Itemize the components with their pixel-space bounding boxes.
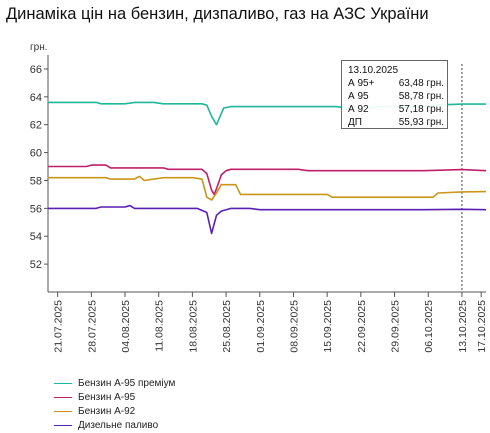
series-line: [48, 164, 487, 196]
tooltip-row: А 95+ 63,48 грн.: [348, 77, 447, 90]
tooltip-fuel-name: А 95+: [348, 78, 375, 89]
x-tick-label: 01.09.2025: [255, 300, 267, 353]
tooltip-fuel-name: А 92: [348, 104, 369, 115]
x-tick-label: 15.09.2025: [322, 300, 334, 353]
tooltip-date: 13.10.2025: [348, 65, 399, 76]
x-tick-label: 25.08.2025: [221, 300, 233, 353]
y-tick-label: 56: [30, 203, 42, 215]
legend-item-a95-premium[interactable]: Бензин А-95 преміум: [54, 376, 175, 390]
x-tick-label: 18.08.2025: [187, 300, 199, 353]
legend-swatch: [54, 382, 72, 384]
legend-swatch: [54, 396, 72, 398]
tooltip-fuel-price: 63,48 грн.: [398, 78, 444, 89]
y-tick-label: 60: [30, 148, 42, 160]
chart-legend: Бензин А-95 преміум Бензин А-95 Бензин А…: [54, 376, 175, 432]
x-tick-label: 04.08.2025: [120, 300, 132, 353]
x-tick-label: 11.08.2025: [154, 300, 166, 352]
x-tick-label: 21.07.2025: [53, 300, 65, 353]
tooltip-fuel-price: 57,18 грн.: [398, 104, 444, 115]
legend-label: Бензин А-95 преміум: [78, 377, 176, 389]
tooltip-fuel-name: ДП: [348, 117, 362, 128]
tooltip-row: А 92 57,18 грн.: [348, 103, 447, 116]
tooltip-fuel-price: 58,78 грн.: [398, 91, 444, 102]
x-tick-label: 29.09.2025: [390, 300, 402, 353]
x-tick-label: 08.09.2025: [288, 300, 300, 353]
y-tick-label: 54: [30, 231, 42, 243]
tooltip-fuel-price: 55,93 грн.: [398, 117, 444, 128]
legend-swatch: [54, 424, 72, 426]
legend-item-diesel[interactable]: Дизельне паливо: [54, 418, 175, 432]
y-tick-label: 66: [30, 64, 42, 76]
y-tick-label: 52: [30, 259, 42, 271]
x-tick-label: 06.10.2025: [423, 300, 435, 353]
x-tick-label: 28.07.2025: [86, 300, 98, 353]
tooltip-row: ДП 55,93 грн.: [348, 116, 447, 129]
y-tick-label: 58: [30, 175, 42, 187]
series-line: [48, 175, 487, 201]
chart-title: Динаміка цін на бензин, дизпаливо, газ н…: [6, 5, 429, 23]
legend-swatch: [54, 410, 72, 412]
x-tick-label: 13.10.2025: [457, 300, 469, 353]
x-tick-label: 17.10.2025: [476, 300, 488, 353]
legend-item-a95[interactable]: Бензин А-95: [54, 390, 175, 404]
legend-label: Бензин А-92: [78, 405, 136, 417]
legend-label: Бензин А-95: [78, 391, 136, 403]
y-tick-label: 64: [30, 92, 42, 104]
legend-item-a92[interactable]: Бензин А-92: [54, 404, 175, 418]
y-tick-label: 62: [30, 120, 42, 132]
y-axis-unit-label: грн.: [30, 42, 48, 53]
legend-label: Дизельне паливо: [78, 419, 159, 431]
tooltip-fuel-name: А 95: [348, 91, 369, 102]
x-tick-label: 22.09.2025: [356, 300, 368, 353]
price-tooltip: 13.10.2025 А 95+ 63,48 грн. А 95 58,78 г…: [341, 60, 448, 129]
series-line: [48, 204, 487, 235]
tooltip-row: А 95 58,78 грн.: [348, 90, 447, 103]
